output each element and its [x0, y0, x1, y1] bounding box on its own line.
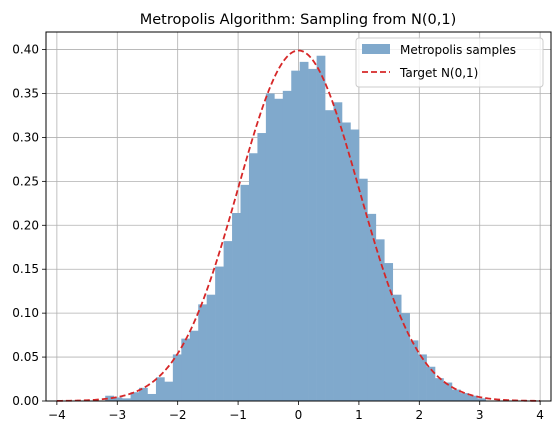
target-pdf-line	[56, 49, 541, 402]
histogram-bar	[181, 338, 191, 401]
histogram-bar	[282, 90, 292, 401]
chart-title: Metropolis Algorithm: Sampling from N(0,…	[140, 12, 457, 28]
histogram-bar	[164, 381, 174, 401]
histogram-bar	[451, 389, 461, 401]
histogram-bar	[139, 387, 148, 401]
histogram-bar	[206, 294, 216, 401]
histogram-bar	[105, 395, 114, 401]
histogram-bar	[325, 110, 334, 401]
histogram-bar	[189, 330, 199, 401]
histogram-bar	[291, 70, 301, 402]
histogram-bar	[358, 178, 368, 401]
y-tick-label: 0.25	[12, 174, 39, 188]
x-tick-label: −2	[169, 408, 187, 422]
y-tick-label: 0.10	[12, 306, 39, 320]
legend-label-histogram: Metropolis samples	[400, 43, 516, 57]
histogram-bar	[341, 122, 351, 401]
histogram-bar	[257, 133, 267, 402]
histogram-bar	[265, 93, 275, 401]
legend: Metropolis samples Target N(0,1)	[355, 37, 544, 88]
histogram-bar	[223, 241, 233, 401]
histogram-bar	[460, 393, 470, 401]
histogram-bar	[198, 304, 207, 401]
y-axis-ticks: 0.00 0.05 0.10 0.15 0.20 0.25 0.30 0.35 0.40	[12, 43, 46, 408]
histogram-bar	[384, 263, 394, 401]
histogram-bar	[122, 398, 131, 401]
x-tick-label: −1	[229, 408, 247, 422]
histogram-bar	[435, 378, 444, 401]
histogram-bar	[248, 153, 258, 401]
y-tick-label: 0.40	[12, 43, 39, 57]
y-tick-label: 0.00	[12, 394, 39, 408]
histogram-bar	[375, 239, 385, 401]
y-tick-label: 0.15	[12, 262, 39, 276]
histogram-bar	[443, 382, 453, 401]
y-tick-label: 0.35	[12, 87, 39, 101]
histogram-bar	[477, 398, 487, 401]
histogram-bar	[426, 366, 436, 401]
x-axis-ticks: −4 −3 −2 −1 0 1 2 3 4	[48, 401, 544, 422]
x-tick-label: −3	[108, 408, 126, 422]
histogram-bar	[113, 397, 123, 401]
y-tick-label: 0.05	[12, 350, 39, 364]
histogram-bar	[333, 102, 343, 402]
histogram-bar	[367, 213, 377, 401]
histogram-bar	[409, 340, 419, 401]
histogram-bar	[155, 377, 165, 401]
histogram-bar	[274, 98, 284, 402]
histogram-bar	[130, 392, 140, 401]
histogram-bar	[316, 55, 326, 401]
legend-label-target: Target N(0,1)	[399, 66, 478, 80]
histogram-bar	[299, 61, 309, 401]
histogram-bar	[350, 129, 360, 401]
histogram-bar	[392, 294, 402, 401]
x-tick-label: 1	[355, 408, 363, 422]
x-tick-label: 4	[536, 408, 544, 422]
histogram-bars	[105, 55, 487, 402]
x-tick-label: −4	[48, 408, 66, 422]
y-tick-label: 0.30	[12, 130, 39, 144]
y-tick-label: 0.20	[12, 218, 39, 232]
histogram-bar	[147, 393, 157, 401]
histogram-bar	[215, 266, 224, 401]
histogram-bar	[232, 212, 241, 401]
histogram-bar	[308, 68, 317, 402]
x-tick-label: 0	[295, 408, 303, 422]
histogram-bar	[240, 184, 250, 401]
histogram-bar	[468, 395, 478, 401]
x-tick-label: 2	[415, 408, 423, 422]
x-tick-label: 3	[476, 408, 484, 422]
legend-swatch-histogram	[362, 44, 390, 54]
histogram-bar	[418, 354, 427, 401]
histogram-bar	[401, 313, 410, 401]
legend-box	[355, 37, 544, 88]
histogram-bar	[172, 354, 182, 401]
